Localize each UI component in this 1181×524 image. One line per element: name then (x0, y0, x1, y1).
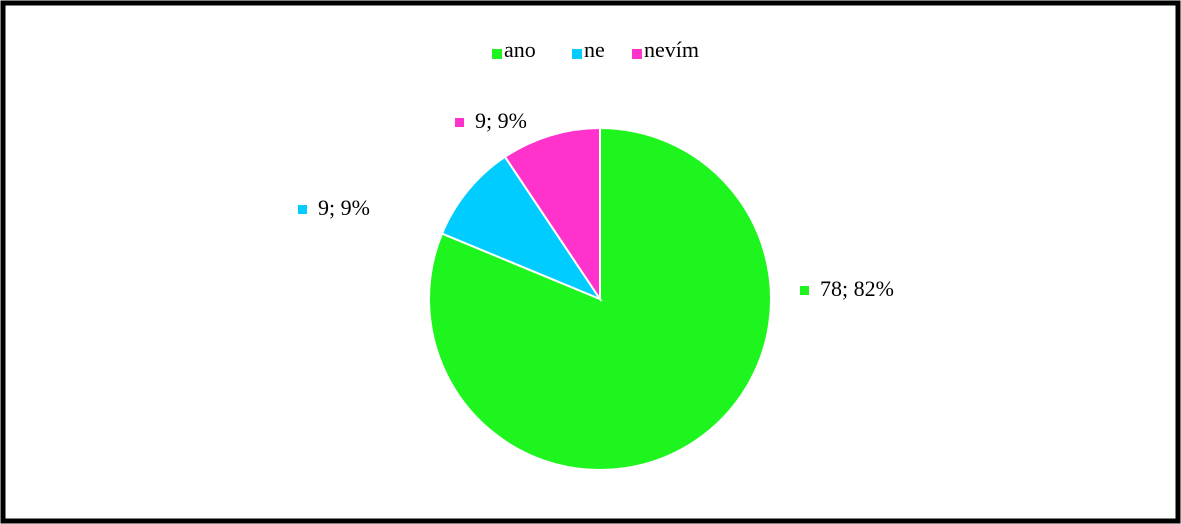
legend-label: ne (584, 37, 605, 62)
pie-slice (440, 155, 603, 302)
label-key (298, 205, 307, 214)
pie-slice (503, 126, 601, 303)
legend-label: ano (504, 37, 536, 62)
legend-key (632, 49, 642, 59)
legend-key (492, 49, 502, 59)
label-key (800, 286, 809, 295)
data-label: 9; 9% (318, 195, 370, 220)
label-key (455, 118, 464, 127)
legend-key (572, 49, 582, 59)
data-label: 9; 9% (475, 108, 527, 133)
legend-label: nevím (644, 37, 699, 62)
data-label: 78; 82% (820, 276, 894, 301)
